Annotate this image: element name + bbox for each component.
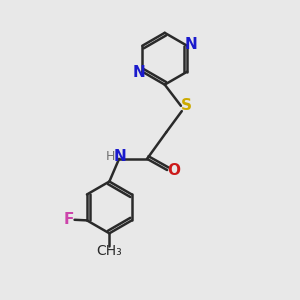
Text: S: S (181, 98, 192, 113)
Text: CH₃: CH₃ (97, 244, 122, 258)
Text: N: N (132, 65, 145, 80)
Text: O: O (167, 163, 180, 178)
Text: N: N (114, 149, 127, 164)
Text: N: N (184, 38, 197, 52)
Text: H: H (106, 150, 116, 163)
Text: F: F (64, 212, 74, 227)
